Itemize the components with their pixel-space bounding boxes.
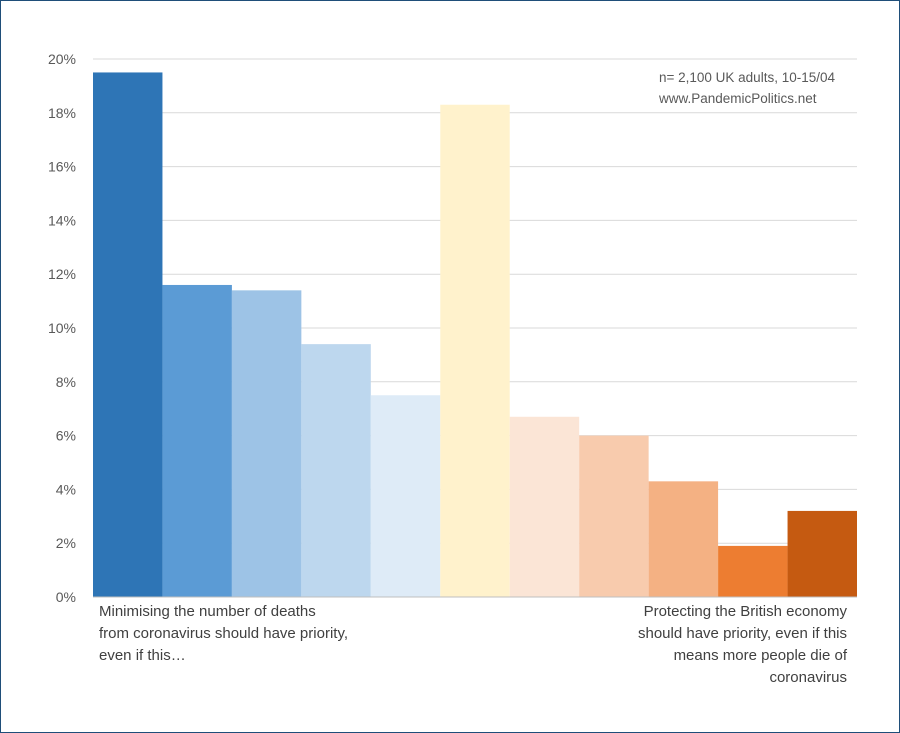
y-tick-label: 14% [48,212,76,228]
source-url: www.PandemicPolitics.net [658,91,817,106]
bar [370,395,441,597]
y-tick-label: 10% [48,320,76,336]
bar [787,510,857,597]
y-tick-label: 16% [48,159,76,175]
y-tick-label: 18% [48,105,76,121]
y-tick-label: 20% [48,51,76,67]
bar [162,284,232,597]
y-tick-label: 0% [56,589,76,605]
right-end-label: Protecting the British economy should ha… [638,603,847,686]
bar [231,290,302,597]
bar [301,344,371,597]
y-tick-label: 2% [56,535,76,551]
sample-note: n= 2,100 UK adults, 10-15/04 [658,70,835,85]
bar [579,435,649,597]
left-end-label: Minimising the number of deaths from cor… [99,603,348,664]
y-tick-label: 4% [56,481,76,497]
bar [93,72,163,597]
source-note: n= 2,100 UK adults, 10-15/04 www.Pandemi… [659,67,835,109]
bar [718,545,788,597]
y-tick-label: 8% [56,374,76,390]
y-tick-label: 6% [56,428,76,444]
bar [509,416,580,597]
bar [648,481,719,597]
y-tick-label: 12% [48,266,76,282]
bar [440,104,510,597]
